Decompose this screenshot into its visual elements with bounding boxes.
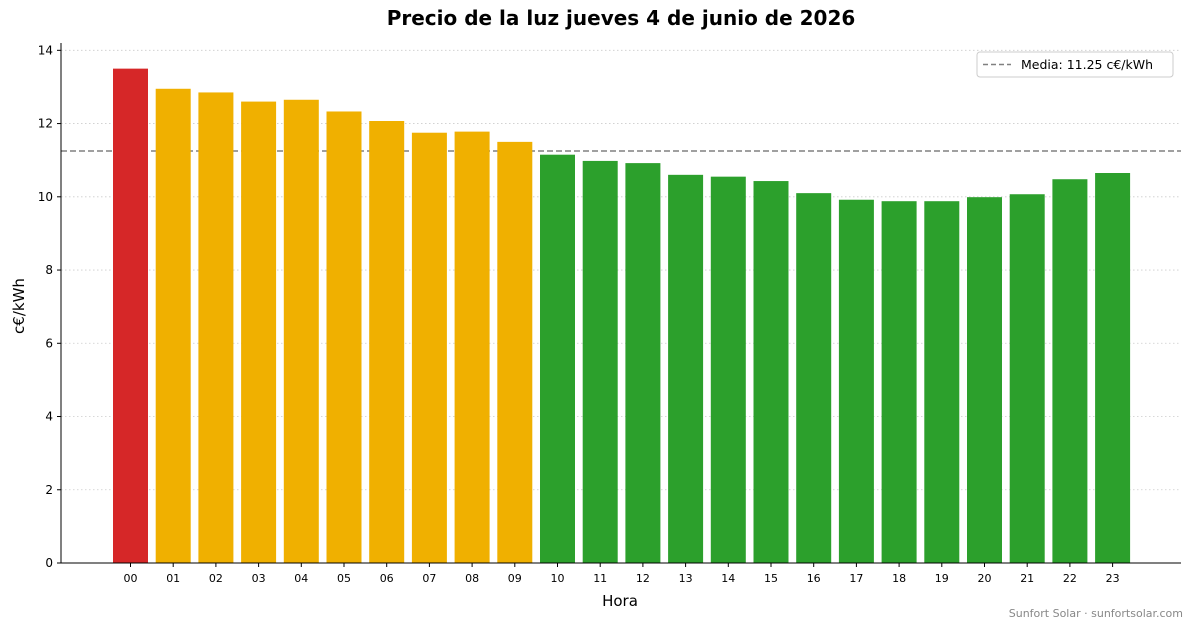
x-tick-label: 20 (978, 572, 992, 585)
bar-hour-15 (753, 181, 789, 563)
x-tick-label: 09 (508, 572, 522, 585)
x-tick-label: 23 (1106, 572, 1120, 585)
x-tick-label: 05 (337, 572, 351, 585)
y-tick-label: 6 (45, 336, 53, 350)
bar-hour-10 (540, 154, 575, 564)
y-tick-label: 0 (45, 556, 53, 570)
bar-hour-18 (881, 201, 917, 563)
x-tick-label: 00 (124, 572, 138, 585)
y-ticks: 0 2 4 6 8 10 12 14 (38, 43, 61, 570)
x-tick-label: 14 (721, 572, 735, 585)
bar-hour-03 (241, 101, 277, 563)
y-tick-label: 10 (38, 190, 53, 204)
bar-hour-20 (967, 197, 1002, 564)
x-ticks: 00 01 02 03 04 05 06 07 08 09 10 11 12 13 14 15 16 17 18 19… (124, 563, 1120, 585)
legend-box (976, 51, 1174, 78)
bar-hour-07 (411, 132, 447, 563)
x-tick-label: 18 (892, 572, 906, 585)
bar-hour-21 (1009, 194, 1045, 563)
x-tick-label: 19 (935, 572, 949, 585)
x-tick-label: 07 (422, 572, 436, 585)
x-tick-label: 11 (593, 572, 607, 585)
bar-hour-00 (113, 68, 148, 564)
bar-hour-16 (796, 193, 832, 563)
legend-mean-label: Media: 11.25 c€/kWh (1021, 57, 1153, 72)
x-tick-label: 06 (380, 572, 394, 585)
y-tick-label: 2 (45, 483, 53, 497)
bar-hour-14 (710, 176, 746, 563)
bar-hour-13 (668, 174, 704, 563)
bar-hour-22 (1052, 179, 1088, 564)
x-tick-label: 02 (209, 572, 223, 585)
x-tick-label: 13 (679, 572, 693, 585)
axes (60, 43, 1181, 564)
bar-hour-19 (924, 201, 960, 563)
credit-text: Sunfort Solar · sunfortsolar.com (1009, 607, 1183, 620)
bar-hour-09 (497, 141, 533, 564)
bar-hour-06 (369, 121, 405, 563)
bar-hour-05 (326, 111, 362, 563)
bar-hour-11 (582, 160, 618, 563)
bar-hour-08 (454, 131, 490, 563)
y-axis-label: c€/kWh (10, 278, 28, 334)
y-tick-label: 12 (38, 117, 53, 131)
x-tick-label: 12 (636, 572, 650, 585)
y-tick-label: 8 (45, 263, 53, 277)
x-tick-label: 04 (294, 572, 308, 585)
legend: Media: 11.25 c€/kWh (976, 51, 1174, 78)
bar-hour-17 (838, 199, 874, 563)
x-axis-label: Hora (602, 592, 638, 610)
bar-hour-23 (1095, 173, 1131, 563)
x-tick-label: 17 (849, 572, 863, 585)
x-tick-label: 22 (1063, 572, 1077, 585)
bar-hour-02 (198, 92, 234, 564)
x-tick-label: 15 (764, 572, 778, 585)
x-tick-label: 01 (166, 572, 180, 585)
x-tick-label: 16 (807, 572, 821, 585)
x-tick-label: 10 (551, 572, 565, 585)
y-tick-label: 14 (38, 43, 53, 57)
bars (113, 68, 1131, 564)
bar-hour-04 (283, 99, 319, 564)
y-tick-label: 4 (45, 410, 53, 424)
bar-hour-01 (155, 88, 191, 563)
chart-title: Precio de la luz jueves 4 de junio de 20… (387, 6, 856, 30)
x-tick-label: 03 (252, 572, 266, 585)
bar-hour-12 (625, 163, 661, 563)
x-tick-label: 08 (465, 572, 479, 585)
x-tick-label: 21 (1020, 572, 1034, 585)
